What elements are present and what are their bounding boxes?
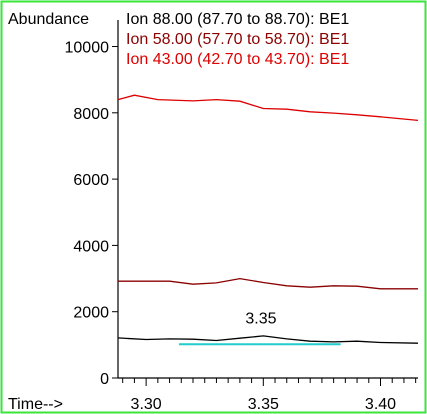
legend-entry-3: Ion 43.00 (42.70 to 43.70): BE1 (126, 51, 349, 68)
series-lines (117, 94, 419, 344)
x-axis-label: Time--> (8, 396, 63, 413)
annotations: 3.35 (245, 310, 276, 327)
x-tick-label: 3.40 (365, 396, 396, 413)
y-tick-label: 8000 (73, 106, 109, 123)
y-tick-label: 4000 (73, 238, 109, 255)
y-ticks: 0 2000 4000 6000 8000 10000 (65, 40, 118, 388)
peak-label: 3.35 (245, 310, 276, 327)
y-axis-label: Abundance (8, 11, 89, 28)
legend-entry-2: Ion 58.00 (57.70 to 58.70): BE1 (126, 31, 349, 48)
legend: Ion 88.00 (87.70 to 88.70): BE1 Ion 58.00… (126, 11, 349, 68)
x-tick-label: 3.35 (248, 396, 279, 413)
series-line-3 (117, 94, 419, 122)
y-tick-label: 0 (100, 371, 109, 388)
series-line-2 (118, 277, 418, 290)
series-line-1 (117, 335, 419, 344)
axes (117, 20, 418, 379)
y-tick-label: 10000 (65, 40, 110, 57)
y-tick-label: 6000 (73, 172, 109, 189)
y-tick-label: 2000 (73, 305, 109, 322)
x-tick-label: 3.30 (131, 396, 162, 413)
x-ticks: 3.30 3.35 3.40 (122, 378, 417, 413)
legend-entry-1: Ion 88.00 (87.70 to 88.70): BE1 (126, 11, 349, 28)
